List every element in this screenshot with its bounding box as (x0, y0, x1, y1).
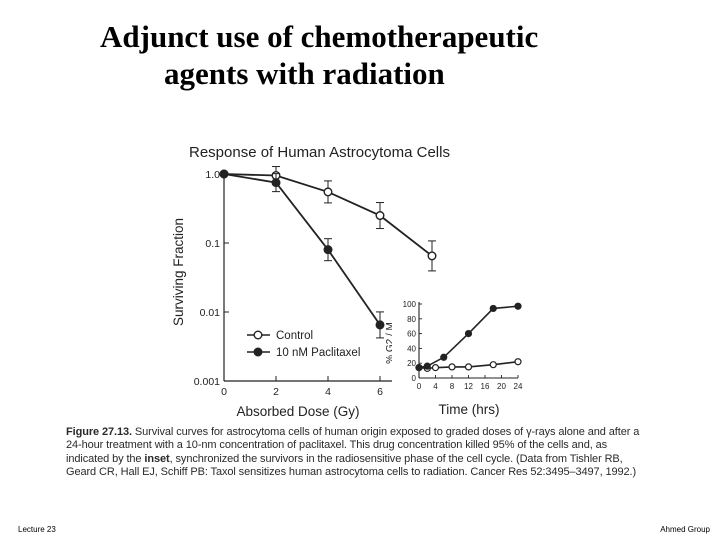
main-series-paclitaxel-line (223, 173, 381, 326)
inset-series-control-point (431, 364, 440, 372)
main-series-paclitaxel-point (219, 169, 229, 179)
footer-group: Ahmed Group (660, 525, 710, 534)
slide-title: Adjunct use of chemotherapeutic agents w… (60, 18, 660, 92)
inset-plot-area: 100 80 60 40 20 00 4 8 12 16 20 24 (403, 300, 523, 391)
main-y-tick-label: 0.001 (194, 376, 220, 388)
inset-series-control-point (514, 358, 522, 366)
main-series-control-point (427, 251, 437, 261)
main-series-paclitaxel-point (271, 178, 281, 188)
inset-series-paclitaxel-point (440, 353, 448, 361)
legend-control-marker (253, 330, 263, 340)
inset-series-control-point (448, 363, 456, 371)
main-series-paclitaxel-point (323, 245, 333, 255)
main-series-control-point (375, 211, 385, 221)
inset-series-paclitaxel-point (489, 304, 497, 313)
legend-paclitaxel-marker (253, 347, 263, 357)
main-y-tick-label: 1.0 (205, 169, 220, 181)
slide-title-line1: Adjunct use of chemotherapeutic (100, 19, 539, 54)
inset-x-tick-label: 24 (514, 382, 523, 391)
inset-y-tick-label: 20 (407, 359, 416, 368)
figure-caption: Figure 27.13. Survival curves for astroc… (66, 426, 650, 480)
inset-x-axis-label: Time (hrs) (439, 402, 500, 417)
slide-title-line2: agents with radiation (164, 56, 445, 91)
main-x-tick-label: 6 (377, 386, 383, 398)
inset-series-paclitaxel-point (423, 362, 431, 370)
inset-x-tick-label: 4 (433, 382, 438, 391)
inset-y-tick-label: 100 (403, 300, 417, 309)
caption-bold-word: inset (144, 452, 170, 465)
inset-y-tick-label: 0 (412, 374, 417, 383)
main-chart-title: Response of Human Astrocytoma Cells (189, 144, 450, 161)
inset-x-tick-label: 20 (497, 382, 506, 391)
main-x-tick-label: 0 (221, 386, 227, 398)
footer-lecture: Lecture 23 (18, 525, 56, 534)
legend: Control 10 nM Paclitaxel (247, 330, 360, 359)
main-y-axis-label: Surviving Fraction (171, 218, 186, 326)
caption-text-2: , synchronized the survivors in the radi… (66, 452, 637, 479)
inset-x-tick-label: 16 (481, 382, 490, 391)
legend-control-label: Control (276, 330, 313, 342)
legend-paclitaxel-label: 10 nM Paclitaxel (276, 347, 360, 359)
inset-series-paclitaxel-point (415, 364, 423, 372)
inset-y-tick-label: 80 (407, 315, 416, 324)
main-y-tick-label: 0.01 (200, 307, 221, 319)
inset-y-axis-label: % G2 / M (385, 322, 396, 364)
main-y-tick-label: 0.1 (205, 238, 220, 250)
inset-series-paclitaxel-point (464, 330, 473, 338)
inset-x-tick-label: 0 (417, 382, 422, 391)
inset-series-paclitaxel-point (514, 302, 522, 310)
caption-text: Survival curves for astrocytoma cells of… (66, 426, 640, 465)
inset-y-tick-label: 40 (407, 344, 416, 353)
inset-series-control-point (464, 363, 473, 371)
caption-label: Figure 27.13. (66, 426, 132, 438)
inset-y-tick-label: 60 (407, 330, 416, 339)
inset-x-tick-label: 8 (450, 382, 455, 391)
inset-series-control-point (489, 361, 497, 369)
inset-x-tick-label: 12 (464, 382, 473, 391)
main-series-paclitaxel-point (375, 320, 385, 330)
main-x-tick-label: 2 (273, 386, 279, 398)
main-x-axis-label: Absorbed Dose (Gy) (236, 404, 359, 419)
main-series-control-point (323, 187, 333, 197)
main-x-tick-label: 4 (325, 386, 331, 398)
